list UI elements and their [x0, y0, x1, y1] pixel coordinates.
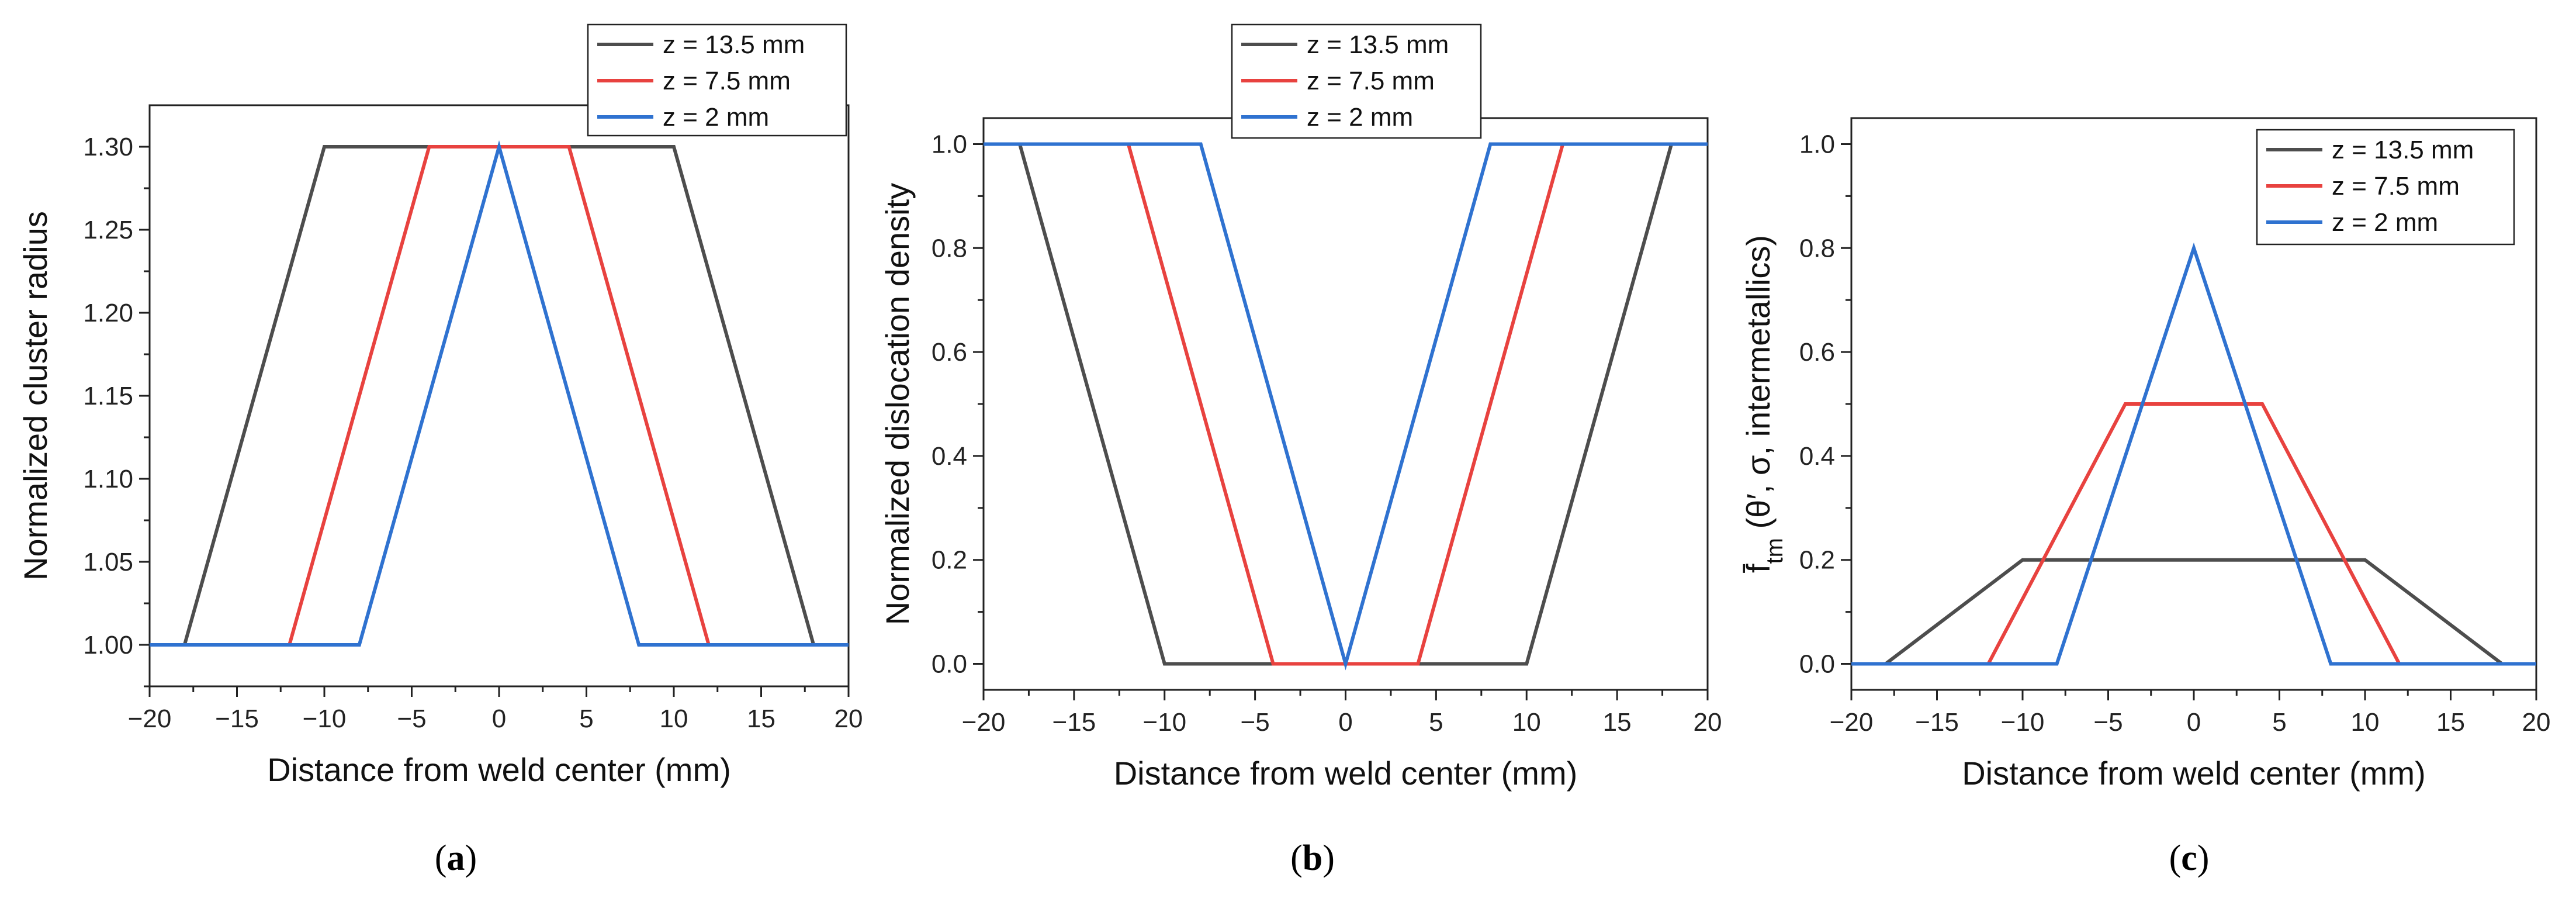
legend-entry-label: z = 2 mm: [1307, 103, 1413, 132]
y-tick-label: 0.2: [932, 546, 967, 575]
x-tick-label: 5: [2272, 708, 2286, 737]
y-tick-label: 0.2: [1799, 546, 1835, 575]
panel-a: −20 −15 −10 −5 0 5 10 15 20 1.00 1.05 1.10 1.15 1.20 1…: [17, 23, 863, 878]
x-tick-label: 10: [660, 704, 688, 733]
y-tick-label: 1.10: [83, 465, 133, 493]
legend-entry-label: z = 13.5 mm: [2332, 136, 2474, 164]
x-tick-label: −5: [1241, 708, 1270, 737]
x-tick-label: −15: [215, 704, 259, 733]
series-line-2: [1851, 402, 2536, 666]
x-tick-label: 20: [1694, 708, 1722, 737]
y-tick-label: 0.0: [1799, 650, 1835, 679]
x-tick-label: 5: [579, 704, 593, 733]
y-tick-label: 1.30: [83, 133, 133, 161]
x-tick-label: 5: [1429, 708, 1443, 737]
x-axis-label: Distance from weld center (mm): [1114, 755, 1578, 792]
x-tick-label: 0: [492, 704, 506, 733]
y-tick-label: 1.0: [1799, 130, 1835, 158]
y-tick-label: 1.15: [83, 382, 133, 410]
y-tick-label: 0.8: [1799, 234, 1835, 262]
y-tick-label: 1.00: [83, 631, 133, 659]
series-line-3: [150, 140, 849, 647]
x-axis-label: Distance from weld center (mm): [1962, 755, 2426, 792]
series-line-1: [984, 142, 1708, 666]
series-line-3: [1851, 242, 2536, 666]
series-line-1: [1851, 558, 2536, 666]
y-tick-label: 1.0: [932, 130, 967, 158]
x-tick-label: −5: [2093, 708, 2123, 737]
legend-entry-label: z = 7.5 mm: [663, 67, 791, 95]
x-tick-label: −20: [1830, 708, 1874, 737]
legend-entry-label: z = 2 mm: [663, 103, 769, 132]
x-tick-label: 15: [1603, 708, 1632, 737]
y-axis-label: Normalized cluster radius: [17, 211, 54, 581]
series-line-1: [150, 145, 849, 647]
x-tick-label: 15: [2436, 708, 2465, 737]
y-tick-label: 1.25: [83, 216, 133, 244]
panel-caption: (c): [2169, 838, 2210, 878]
y-tick-label: 0.8: [932, 234, 967, 262]
legend-entry-label: z = 13.5 mm: [663, 30, 805, 59]
x-tick-label: 0: [1338, 708, 1352, 737]
legend-entry-label: z = 2 mm: [2332, 208, 2438, 237]
series-line-3: [984, 142, 1708, 671]
y-axis-label: Normalized dislocation density: [879, 183, 916, 625]
y-tick-label: 0.4: [1799, 442, 1835, 471]
x-tick-label: 10: [2351, 708, 2380, 737]
x-tick-label: −15: [1052, 708, 1096, 737]
y-tick-label: 1.20: [83, 299, 133, 327]
legend-entry-label: z = 13.5 mm: [1307, 30, 1449, 59]
y-axis-label: f̄tm (θ′, σ, intermetallics): [1740, 235, 1788, 573]
y-tick-label: 0.4: [932, 442, 967, 471]
x-tick-label: −5: [397, 704, 426, 733]
y-tick-label: 0.6: [1799, 338, 1835, 367]
legend-entry-label: z = 7.5 mm: [2332, 172, 2460, 201]
y-tick-label: 1.05: [83, 548, 133, 576]
panel-caption: (a): [435, 838, 477, 878]
x-tick-label: −20: [962, 708, 1006, 737]
panel-b: −20 −15 −10 −5 0 5 10 15 20 0.0 0.2 0.4 0.6 0.8 1.0 Dis…: [879, 23, 1722, 878]
x-tick-label: −10: [2001, 708, 2045, 737]
legend-entry-label: z = 7.5 mm: [1307, 67, 1435, 95]
x-tick-label: 20: [2522, 708, 2551, 737]
x-tick-label: 15: [747, 704, 775, 733]
panel-caption: (b): [1290, 838, 1335, 878]
x-tick-label: 20: [835, 704, 863, 733]
x-tick-label: −15: [1915, 708, 1959, 737]
panel-c: −20 −15 −10 −5 0 5 10 15 20 0.0 0.2 0.4 0.6 0.8 1.0 Dis…: [1740, 117, 2551, 878]
y-tick-label: 0.0: [932, 650, 967, 679]
x-tick-label: −10: [1142, 708, 1186, 737]
x-tick-label: −10: [303, 704, 347, 733]
y-tick-label: 0.6: [932, 338, 967, 367]
x-tick-label: −20: [128, 704, 172, 733]
x-axis-label: Distance from weld center (mm): [267, 751, 731, 788]
x-tick-label: 10: [1512, 708, 1541, 737]
x-tick-label: 0: [2187, 708, 2201, 737]
